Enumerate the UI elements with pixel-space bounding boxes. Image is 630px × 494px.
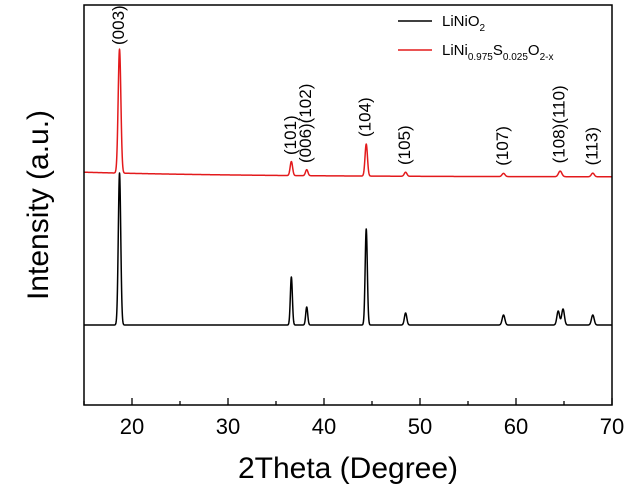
- series-line-doped: [83, 48, 613, 178]
- x-tick-label-50: 50: [408, 414, 432, 439]
- series-layer: [83, 48, 613, 326]
- legend-label-0: LiNiO2: [442, 13, 486, 34]
- peak-label-5: (107): [493, 126, 512, 166]
- x-tick-label-30: 30: [216, 414, 240, 439]
- x-tick-layer: 20 30 40 50 60 70: [83, 398, 624, 439]
- x-axis-title: 2Theta (Degree): [238, 452, 458, 485]
- peak-label-7: (113): [582, 127, 601, 165]
- peak-label-0: (003): [109, 5, 128, 45]
- peak-label-6: (108)(110): [550, 85, 569, 163]
- peak-label-1: (101): [281, 115, 300, 155]
- annotation-layer: (003) (101)(006)(102) (104) (105) (107) (108)…: [109, 5, 601, 165]
- peak-label-3: (104): [356, 97, 375, 137]
- peak-label-4: (105): [395, 125, 414, 165]
- plot-frame: [83, 4, 613, 406]
- x-tick-label-70: 70: [600, 414, 624, 439]
- legend-label-1: LiNi0.975S0.025O2-x: [442, 42, 554, 63]
- x-tick-label-20: 20: [120, 414, 144, 439]
- y-axis-title: Intensity (a.u.): [22, 110, 55, 300]
- x-tick-label-60: 60: [504, 414, 528, 439]
- peak-label-2: (006)(102): [296, 84, 315, 163]
- series-line-undoped: [83, 172, 613, 326]
- legend: LiNiO2 LiNi0.975S0.025O2-x: [398, 13, 554, 63]
- x-tick-label-40: 40: [312, 414, 336, 439]
